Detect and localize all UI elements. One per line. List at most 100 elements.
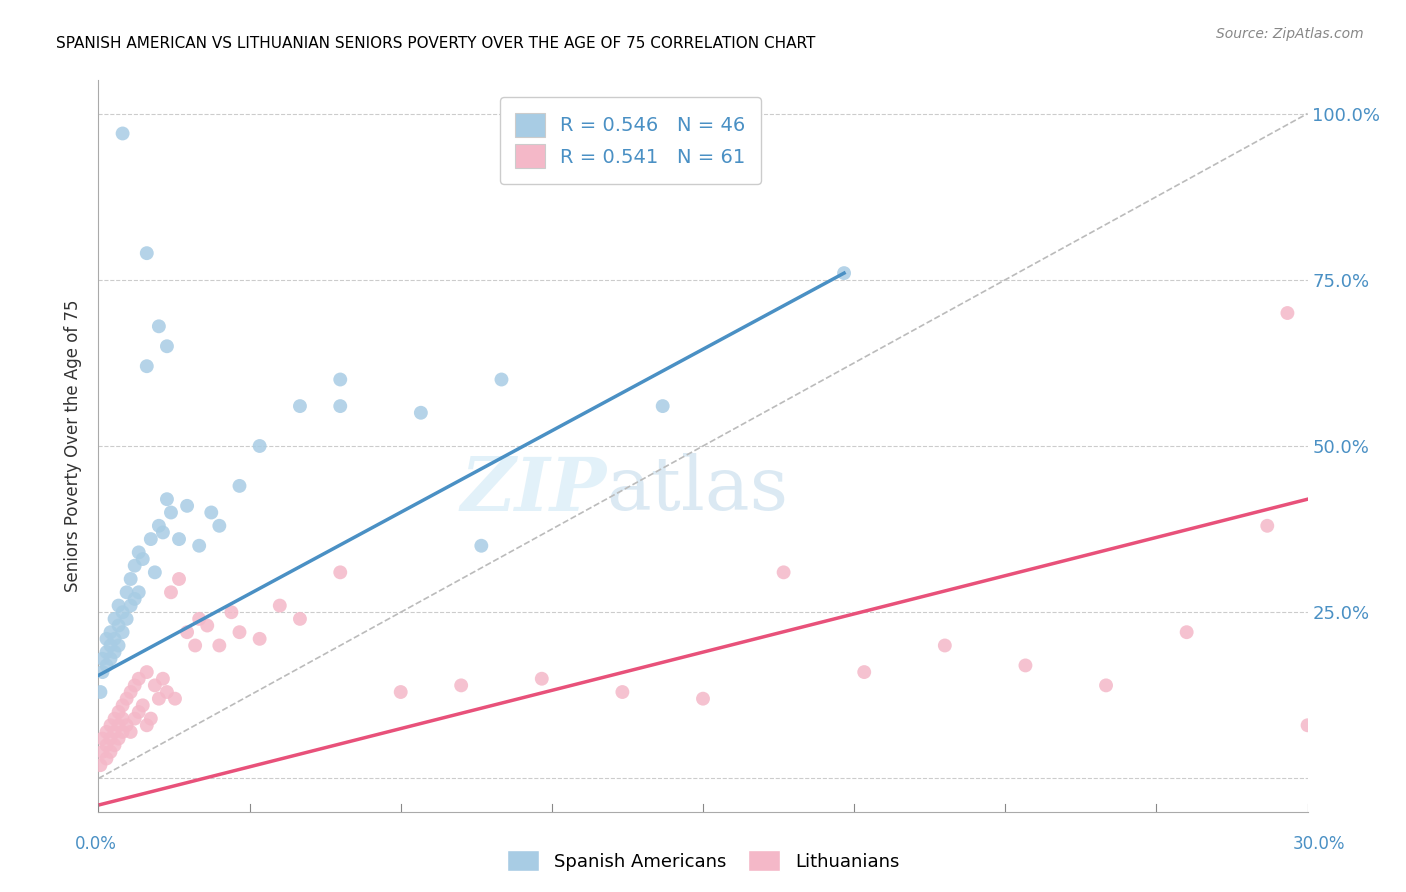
Point <box>853 665 876 679</box>
Point <box>107 618 129 632</box>
Point <box>111 725 134 739</box>
Point <box>208 639 231 653</box>
Point <box>89 685 111 699</box>
Point <box>1277 306 1299 320</box>
Point <box>111 127 134 141</box>
Point <box>91 665 114 679</box>
Point <box>934 639 956 653</box>
Point <box>176 625 198 640</box>
Point <box>288 399 311 413</box>
Point <box>124 591 146 606</box>
Text: Source: ZipAtlas.com: Source: ZipAtlas.com <box>1216 27 1364 41</box>
Point <box>269 599 291 613</box>
Point <box>128 705 150 719</box>
Point <box>156 685 179 699</box>
Point <box>156 492 179 507</box>
Point <box>115 691 138 706</box>
Point <box>160 506 183 520</box>
Point <box>111 712 134 726</box>
Point <box>96 725 118 739</box>
Point <box>1256 518 1278 533</box>
Point <box>288 612 311 626</box>
Text: atlas: atlas <box>606 453 789 526</box>
Point <box>120 572 142 586</box>
Point <box>221 605 243 619</box>
Point <box>832 266 855 280</box>
Legend: R = 0.546   N = 46, R = 0.541   N = 61: R = 0.546 N = 46, R = 0.541 N = 61 <box>501 97 761 184</box>
Point <box>249 632 271 646</box>
Point <box>135 718 157 732</box>
Point <box>103 645 125 659</box>
Point <box>1095 678 1118 692</box>
Point <box>143 678 166 692</box>
Point <box>91 745 114 759</box>
Point <box>163 691 186 706</box>
Point <box>249 439 271 453</box>
Text: 30.0%: 30.0% <box>1292 835 1346 853</box>
Point <box>107 639 129 653</box>
Point <box>200 506 222 520</box>
Point <box>148 691 170 706</box>
Point <box>107 599 129 613</box>
Point <box>100 745 122 759</box>
Point <box>188 539 211 553</box>
Point <box>111 625 134 640</box>
Point <box>100 652 122 666</box>
Point <box>692 691 714 706</box>
Point <box>96 632 118 646</box>
Point <box>612 685 634 699</box>
Point <box>450 678 472 692</box>
Point <box>1014 658 1036 673</box>
Point <box>152 525 174 540</box>
Point <box>176 499 198 513</box>
Point <box>135 665 157 679</box>
Point <box>329 399 352 413</box>
Point <box>96 645 118 659</box>
Point <box>389 685 412 699</box>
Point <box>96 751 118 765</box>
Point <box>124 712 146 726</box>
Point <box>89 758 111 772</box>
Point <box>167 572 190 586</box>
Point <box>120 685 142 699</box>
Point <box>107 705 129 719</box>
Point <box>329 566 352 580</box>
Point <box>107 731 129 746</box>
Point <box>91 652 114 666</box>
Point <box>329 372 352 386</box>
Point <box>195 618 218 632</box>
Point <box>96 738 118 752</box>
Point <box>103 725 125 739</box>
Point <box>91 731 114 746</box>
Text: ZIP: ZIP <box>460 454 606 526</box>
Point <box>111 698 134 713</box>
Point <box>132 552 155 566</box>
Point <box>120 725 142 739</box>
Point <box>103 612 125 626</box>
Point <box>139 532 162 546</box>
Point <box>103 712 125 726</box>
Point <box>128 672 150 686</box>
Point <box>156 339 179 353</box>
Point <box>491 372 513 386</box>
Point <box>139 712 162 726</box>
Point <box>143 566 166 580</box>
Point <box>115 718 138 732</box>
Text: SPANISH AMERICAN VS LITHUANIAN SENIORS POVERTY OVER THE AGE OF 75 CORRELATION CH: SPANISH AMERICAN VS LITHUANIAN SENIORS P… <box>56 36 815 51</box>
Point <box>115 585 138 599</box>
Point <box>100 718 122 732</box>
Point <box>100 731 122 746</box>
Point <box>470 539 492 553</box>
Point <box>111 605 134 619</box>
Point <box>152 672 174 686</box>
Point <box>530 672 553 686</box>
Point <box>132 698 155 713</box>
Point <box>167 532 190 546</box>
Point <box>103 738 125 752</box>
Legend: Spanish Americans, Lithuanians: Spanish Americans, Lithuanians <box>499 843 907 879</box>
Point <box>107 718 129 732</box>
Point <box>103 632 125 646</box>
Y-axis label: Seniors Poverty Over the Age of 75: Seniors Poverty Over the Age of 75 <box>65 300 83 592</box>
Point <box>100 625 122 640</box>
Point <box>1296 718 1319 732</box>
